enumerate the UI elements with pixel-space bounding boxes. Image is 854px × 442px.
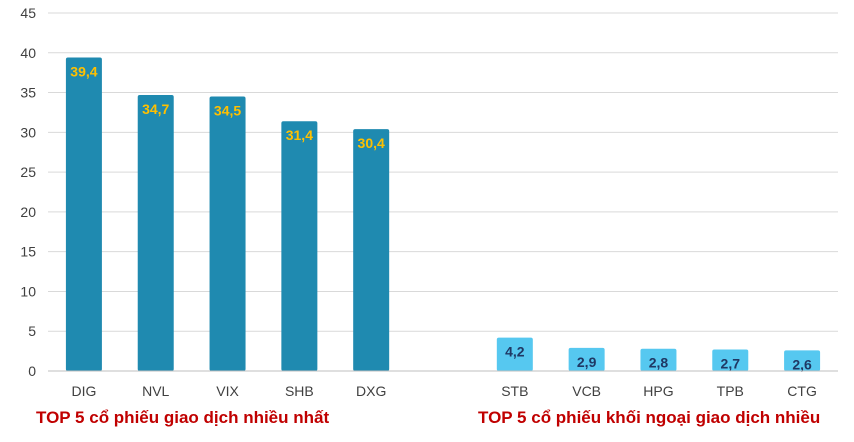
x-tick-label: SHB (285, 383, 314, 399)
bar-ctg (784, 350, 821, 371)
x-tick-label: NVL (142, 383, 169, 399)
bar-tpb (712, 349, 749, 371)
y-tick-label: 20 (20, 204, 36, 220)
bar-shb (281, 121, 318, 371)
x-tick-label: STB (501, 383, 528, 399)
y-tick-label: 35 (20, 85, 36, 101)
x-tick-label: TPB (717, 383, 744, 399)
data-label: 30,4 (358, 135, 385, 151)
bar-hpg (640, 348, 677, 371)
bar-dxg (353, 129, 390, 371)
y-tick-label: 45 (20, 5, 36, 21)
bar-stb (496, 337, 533, 371)
y-tick-label: 0 (28, 363, 36, 379)
right-group-caption: TOP 5 cổ phiếu khối ngoại giao dịch nhiề… (478, 408, 821, 427)
bar-nvl (137, 94, 174, 371)
x-tick-label: VIX (216, 383, 239, 399)
data-label: 2,8 (649, 355, 669, 371)
data-label: 31,4 (286, 127, 313, 143)
data-label: 2,9 (577, 354, 597, 370)
y-tick-label: 15 (20, 244, 36, 260)
x-tick-label: DIG (71, 383, 96, 399)
left-group-caption: TOP 5 cổ phiếu giao dịch nhiều nhất (36, 408, 330, 427)
y-tick-label: 30 (20, 124, 36, 140)
x-tick-label: DXG (356, 383, 386, 399)
x-tick-label: HPG (643, 383, 673, 399)
data-label: 4,2 (505, 344, 525, 360)
y-tick-label: 40 (20, 45, 36, 61)
bar-vix (209, 96, 246, 372)
data-label: 39,4 (70, 64, 97, 80)
bar-vcb (568, 347, 605, 371)
y-tick-label: 10 (20, 283, 36, 299)
x-tick-label: VCB (572, 383, 601, 399)
y-tick-label: 25 (20, 164, 36, 180)
data-label: 2,7 (721, 356, 741, 372)
data-label: 2,6 (792, 356, 812, 372)
data-label: 34,5 (214, 103, 241, 119)
data-label: 34,7 (142, 101, 169, 117)
y-tick-label: 5 (28, 323, 36, 339)
x-tick-label: CTG (787, 383, 817, 399)
bar-dig (65, 57, 102, 371)
